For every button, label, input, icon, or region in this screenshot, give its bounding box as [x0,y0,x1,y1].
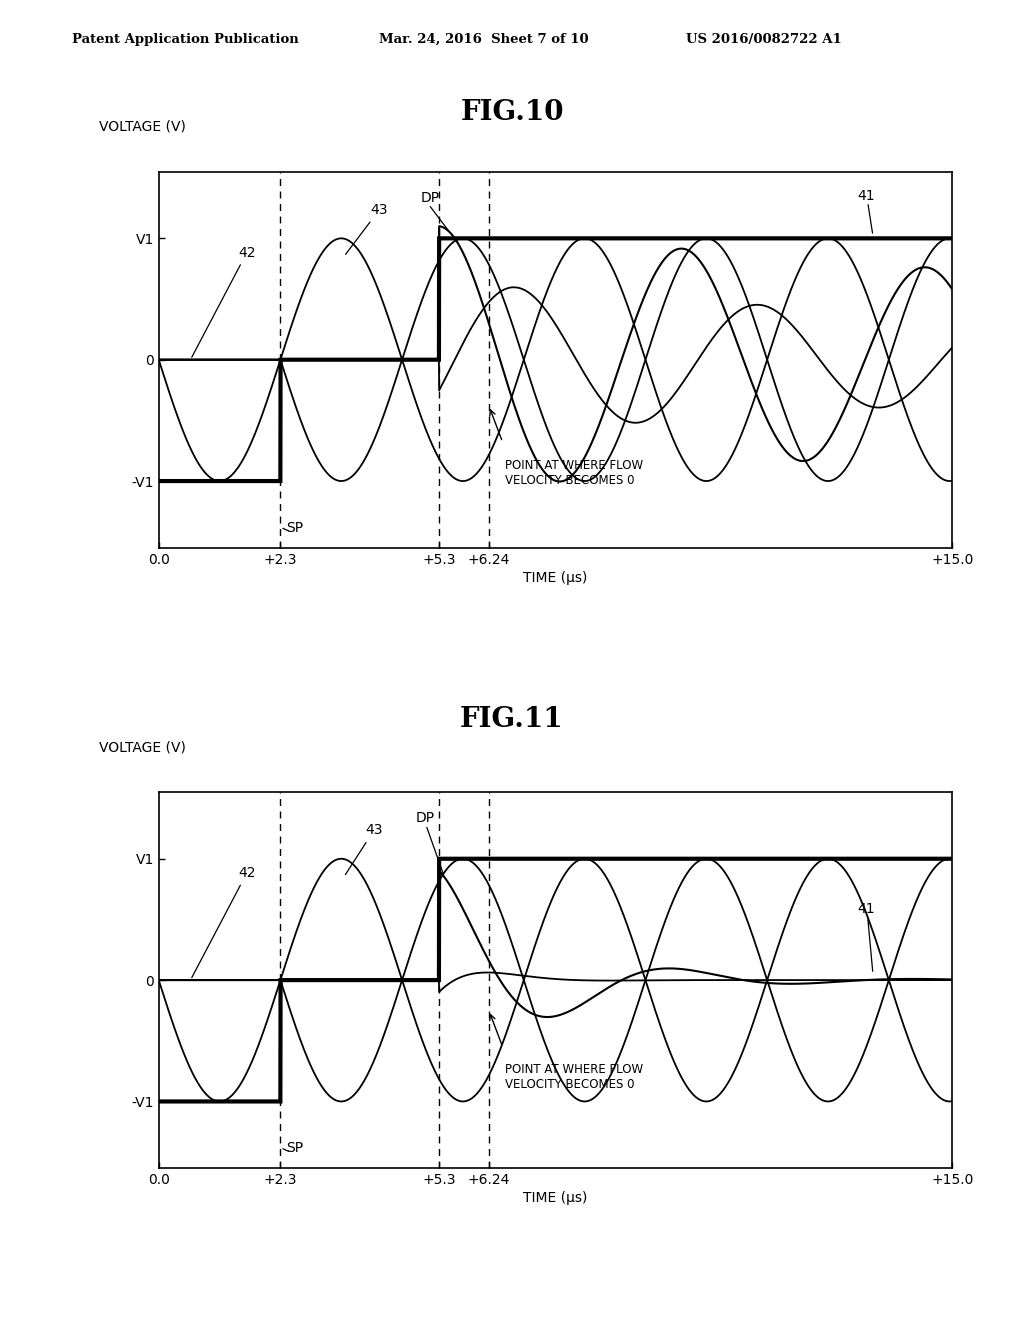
Text: FIG.11: FIG.11 [460,706,564,733]
Text: 43: 43 [345,824,383,875]
Text: Mar. 24, 2016  Sheet 7 of 10: Mar. 24, 2016 Sheet 7 of 10 [379,33,589,46]
Text: VOLTAGE (V): VOLTAGE (V) [99,741,186,755]
Text: DP: DP [421,191,439,205]
X-axis label: TIME (μs): TIME (μs) [523,1191,588,1205]
Text: Patent Application Publication: Patent Application Publication [72,33,298,46]
Text: POINT AT WHERE FLOW
VELOCITY BECOMES 0: POINT AT WHERE FLOW VELOCITY BECOMES 0 [505,1063,643,1090]
Text: US 2016/0082722 A1: US 2016/0082722 A1 [686,33,842,46]
Text: 43: 43 [345,203,388,255]
Text: 41: 41 [857,189,874,202]
Text: 41: 41 [857,903,874,916]
Text: 42: 42 [191,866,256,978]
Text: 42: 42 [191,246,256,358]
Text: SP: SP [286,1142,303,1155]
Text: FIG.10: FIG.10 [460,99,564,125]
Text: SP: SP [286,521,303,535]
Text: POINT AT WHERE FLOW
VELOCITY BECOMES 0: POINT AT WHERE FLOW VELOCITY BECOMES 0 [505,459,643,487]
Text: DP: DP [416,812,434,825]
X-axis label: TIME (μs): TIME (μs) [523,570,588,585]
Text: VOLTAGE (V): VOLTAGE (V) [99,120,186,135]
